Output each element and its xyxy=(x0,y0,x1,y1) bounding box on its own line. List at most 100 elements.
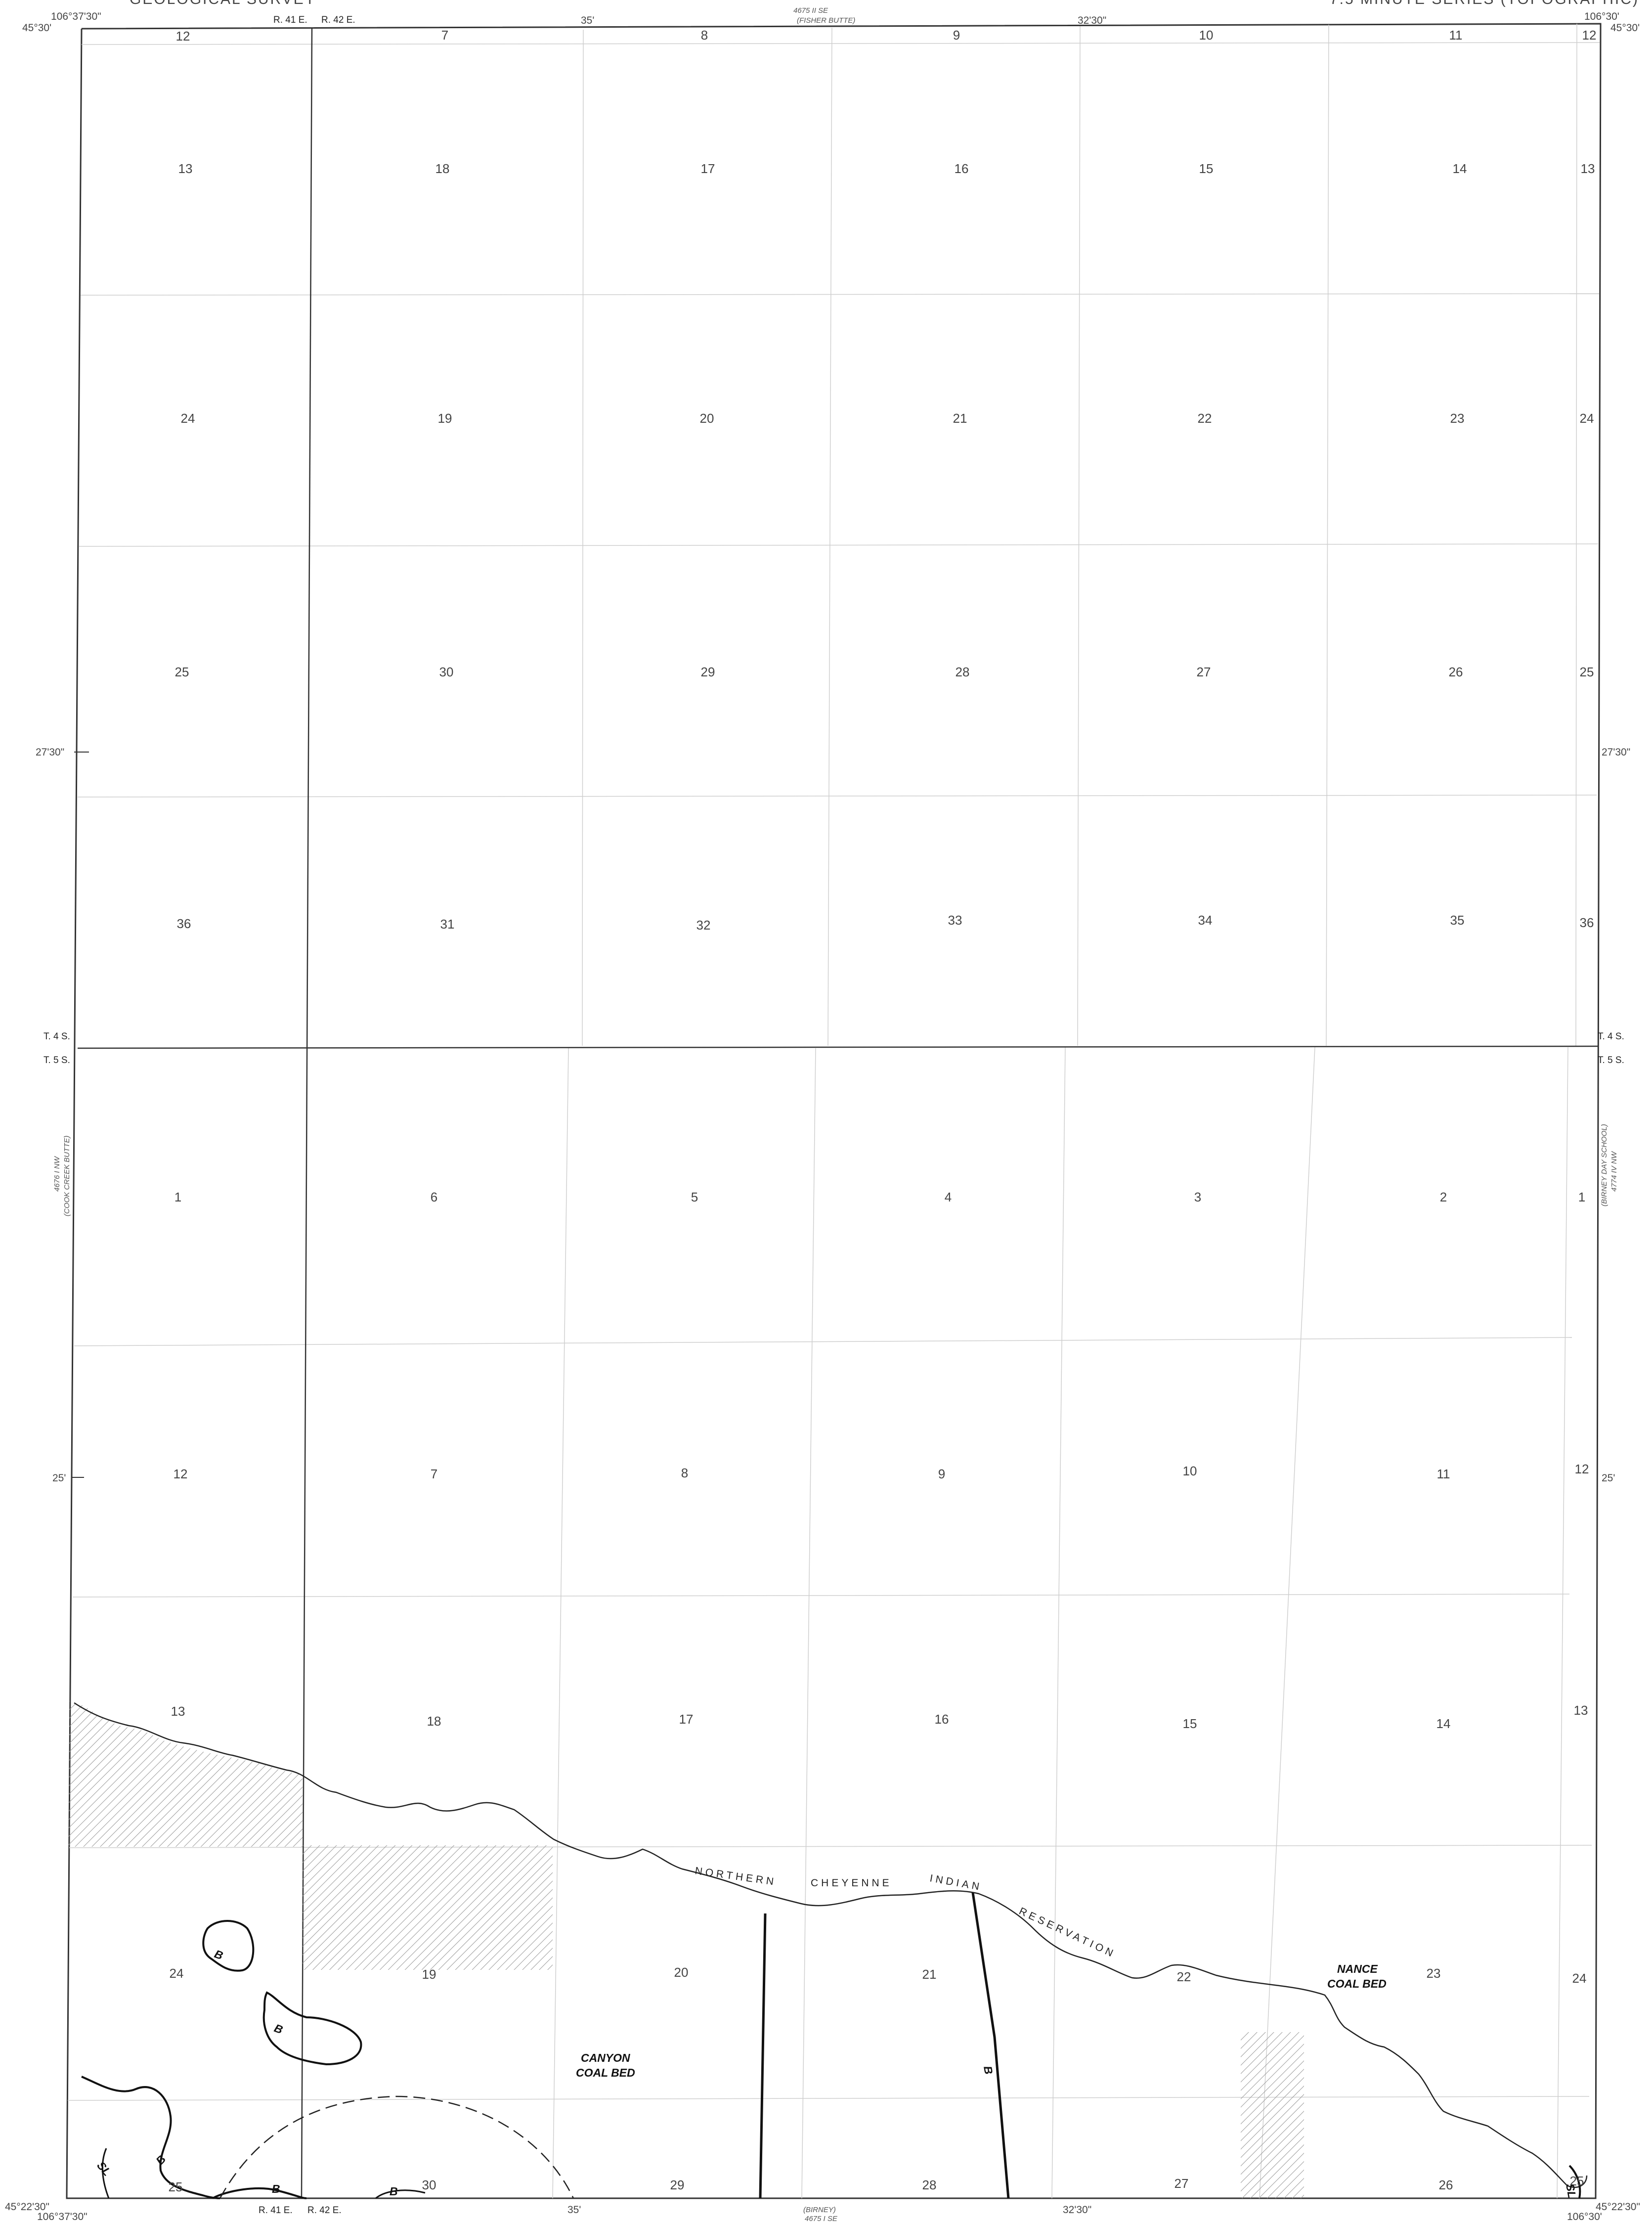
section-number: 8 xyxy=(701,28,708,43)
outcrop-b-4 xyxy=(212,2187,307,2199)
section-number: 36 xyxy=(1580,915,1594,930)
adjoining-left-name: (COOK CREEK BUTTE) xyxy=(63,1136,71,1216)
outcrop-sl xyxy=(101,2148,110,2199)
section-number: 20 xyxy=(700,411,714,426)
section-number: 21 xyxy=(953,411,967,426)
section-number: 25 xyxy=(175,665,189,679)
coord-bottom-right-lon: 106°30' xyxy=(1567,2211,1602,2222)
section-number: 24 xyxy=(181,411,195,426)
section-number: 14 xyxy=(1436,1716,1451,1731)
section-number: 28 xyxy=(922,2178,937,2192)
section-number: 8 xyxy=(681,1466,688,1480)
section-number: 33 xyxy=(948,913,962,928)
section-number: 7 xyxy=(431,1467,437,1481)
coord-bottom-mid-2: 32'30" xyxy=(1063,2204,1091,2216)
outcrop-b-5 xyxy=(375,2189,426,2199)
agency-title: GEOLOGICAL SURVEY xyxy=(130,0,316,8)
township-t4-left: T. 4 S. xyxy=(43,1031,70,1042)
section-grid xyxy=(67,23,1600,2199)
coord-top-mid-2: 32'30" xyxy=(1078,15,1106,26)
map-neatline xyxy=(66,23,1602,2199)
section-number: 30 xyxy=(422,2178,436,2192)
adjoining-bottom-code: 4675 I SE xyxy=(805,2215,838,2222)
reservation-word-2: CHEYENNE xyxy=(811,1877,892,1889)
section-number: 22 xyxy=(1198,411,1212,426)
section-number: 10 xyxy=(1183,1464,1197,1478)
section-number: 12 xyxy=(1575,1462,1589,1476)
adjoining-right-code: 4774 IV NW xyxy=(1610,1151,1618,1192)
section-number: 23 xyxy=(1450,411,1465,426)
section-number: 13 xyxy=(178,161,193,176)
hatched-area-center xyxy=(303,1845,553,1970)
adjoining-right-name: (BIRNEY DAY SCHOOL) xyxy=(1600,1124,1609,1206)
range-label-r42-bottom: R. 42 E. xyxy=(307,2205,342,2216)
reservation-boundary xyxy=(74,1702,1588,2188)
coord-bottom-right-lat: 45°22'30" xyxy=(1596,2201,1640,2213)
adjoining-top-name: (FISHER BUTTE) xyxy=(797,16,855,25)
section-number: 15 xyxy=(1183,1716,1197,1731)
section-number: 28 xyxy=(956,665,970,679)
section-number: 27 xyxy=(1174,2176,1189,2191)
section-number: 15 xyxy=(1199,161,1214,176)
section-number: 29 xyxy=(670,2178,685,2192)
section-number: 25 xyxy=(1570,2174,1584,2188)
section-number: 19 xyxy=(438,411,452,426)
nance-coal-label-2: COAL BED xyxy=(1327,1977,1387,1990)
dashed-arc xyxy=(219,2095,574,2199)
section-number: 26 xyxy=(1439,2178,1453,2192)
outcrop-label-b-5: B xyxy=(390,2185,398,2198)
coord-bottom-left-lon: 106°37'30" xyxy=(37,2211,87,2222)
section-number: 24 xyxy=(1580,411,1594,426)
adjoining-top-code: 4675 II SE xyxy=(793,6,828,15)
section-number: 26 xyxy=(1449,665,1463,679)
outcrop-label-b-6: B xyxy=(981,2065,995,2075)
outcrop-label-sl: SL xyxy=(94,2159,114,2178)
range-line xyxy=(301,27,313,2199)
section-number: 16 xyxy=(935,1712,949,1727)
outcrop-label-b-1: B xyxy=(213,1947,225,1962)
section-number: 11 xyxy=(1449,28,1463,43)
outcrop-label-b-2: B xyxy=(272,2021,285,2036)
section-number: 4 xyxy=(945,1190,952,1204)
coord-bottom-left-lat: 45°22'30" xyxy=(5,2201,49,2213)
range-label-r41-top: R. 41 E. xyxy=(273,15,307,25)
section-number: 24 xyxy=(1572,1971,1587,1986)
outcrop-label-sl-east: SL xyxy=(1564,2182,1579,2199)
section-number: 21 xyxy=(922,1967,937,1982)
section-number: 23 xyxy=(1427,1966,1441,1981)
coord-top-right-lon: 106°30' xyxy=(1584,11,1619,22)
series-title: 7.5 MINUTE SERIES (TOPOGRAPHIC) xyxy=(1330,0,1639,8)
section-number: 10 xyxy=(1199,28,1214,43)
section-number: 25 xyxy=(169,2179,183,2194)
section-number: 18 xyxy=(427,1714,441,1729)
hatched-area-east xyxy=(1241,2032,1304,2198)
section-number: 22 xyxy=(1177,1969,1191,1984)
reservation-word-4: RESERVATION xyxy=(1017,1906,1118,1960)
township-t5-right: T. 5 S. xyxy=(1598,1055,1624,1066)
section-number: 7 xyxy=(441,28,448,43)
section-number: 6 xyxy=(431,1190,437,1204)
section-number: 34 xyxy=(1198,913,1213,928)
outcrop-sl-east xyxy=(1568,2165,1581,2199)
section-number: 11 xyxy=(1437,1467,1450,1481)
canyon-coal-label-1: CANYON xyxy=(581,2051,630,2064)
section-number: 12 xyxy=(1582,28,1597,43)
section-number: 14 xyxy=(1453,161,1467,176)
township-line xyxy=(77,1045,1598,1049)
range-label-r42-top: R. 42 E. xyxy=(321,15,355,25)
section-number: 31 xyxy=(440,917,455,932)
outcrop-b-1 xyxy=(202,1920,255,1972)
coord-top-left-lon: 106°37'30" xyxy=(51,11,101,22)
coord-bottom-mid-1: 35' xyxy=(567,2204,581,2216)
section-number: 1 xyxy=(174,1190,181,1204)
coal-contact-line-2 xyxy=(971,1892,1010,2199)
section-number: 16 xyxy=(955,161,969,176)
outcrop-b-3 xyxy=(81,2076,220,2199)
section-number: 12 xyxy=(176,29,190,44)
coord-top-mid-1: 35' xyxy=(581,15,594,26)
section-number: 20 xyxy=(674,1965,689,1980)
section-number: 29 xyxy=(701,665,715,679)
section-number: 30 xyxy=(439,665,454,679)
